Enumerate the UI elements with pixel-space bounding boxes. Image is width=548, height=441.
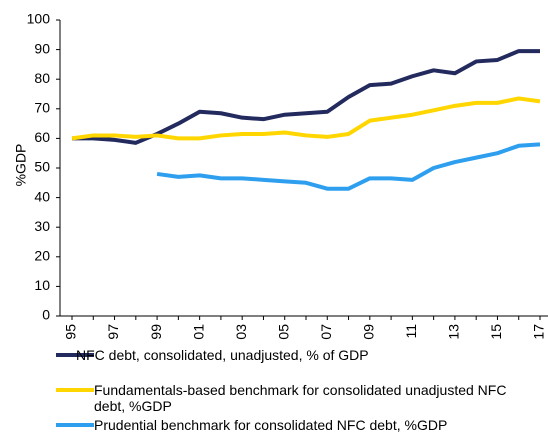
x-tick-label: 01 xyxy=(190,324,206,340)
x-tick-label: 99 xyxy=(148,324,164,340)
x-tick-label: 13 xyxy=(446,324,462,340)
series-line xyxy=(71,96,541,141)
legend-label: Fundamentals-based benchmark for consoli… xyxy=(94,382,507,414)
y-tick-label: 70 xyxy=(34,100,50,116)
y-tick-label: 100 xyxy=(27,11,51,27)
y-tick-label: 10 xyxy=(34,277,50,293)
series-line xyxy=(156,142,541,191)
x-tick-label: 97 xyxy=(105,324,121,340)
y-tick-label: 90 xyxy=(34,40,50,56)
x-tick-label: 09 xyxy=(361,324,377,340)
y-tick-label: 0 xyxy=(42,307,50,323)
legend-swatch xyxy=(56,353,94,357)
legend-swatch xyxy=(56,388,94,392)
x-tick-label: 05 xyxy=(275,324,291,340)
y-tick-label: 60 xyxy=(34,129,50,145)
x-tick-label: 15 xyxy=(488,324,504,340)
legend-swatch xyxy=(56,423,94,427)
y-axis-label: %GDP xyxy=(13,144,29,187)
x-tick-label: 11 xyxy=(403,324,419,339)
legend-label: Prudential benchmark for consolidated NF… xyxy=(94,417,448,433)
y-tick-label: 30 xyxy=(34,218,50,234)
y-tick-label: 80 xyxy=(34,70,50,86)
y-tick-label: 20 xyxy=(34,248,50,264)
x-tick-label: 07 xyxy=(318,324,334,340)
legend-label: NFC debt, consolidated, unadjusted, % of… xyxy=(76,347,369,363)
x-tick-label: 17 xyxy=(531,324,547,340)
series-line xyxy=(72,49,540,145)
y-tick-label: 40 xyxy=(34,188,50,204)
x-tick-label: 03 xyxy=(233,324,249,340)
y-tick-label: 50 xyxy=(34,159,50,175)
x-tick-label: 95 xyxy=(63,324,79,340)
